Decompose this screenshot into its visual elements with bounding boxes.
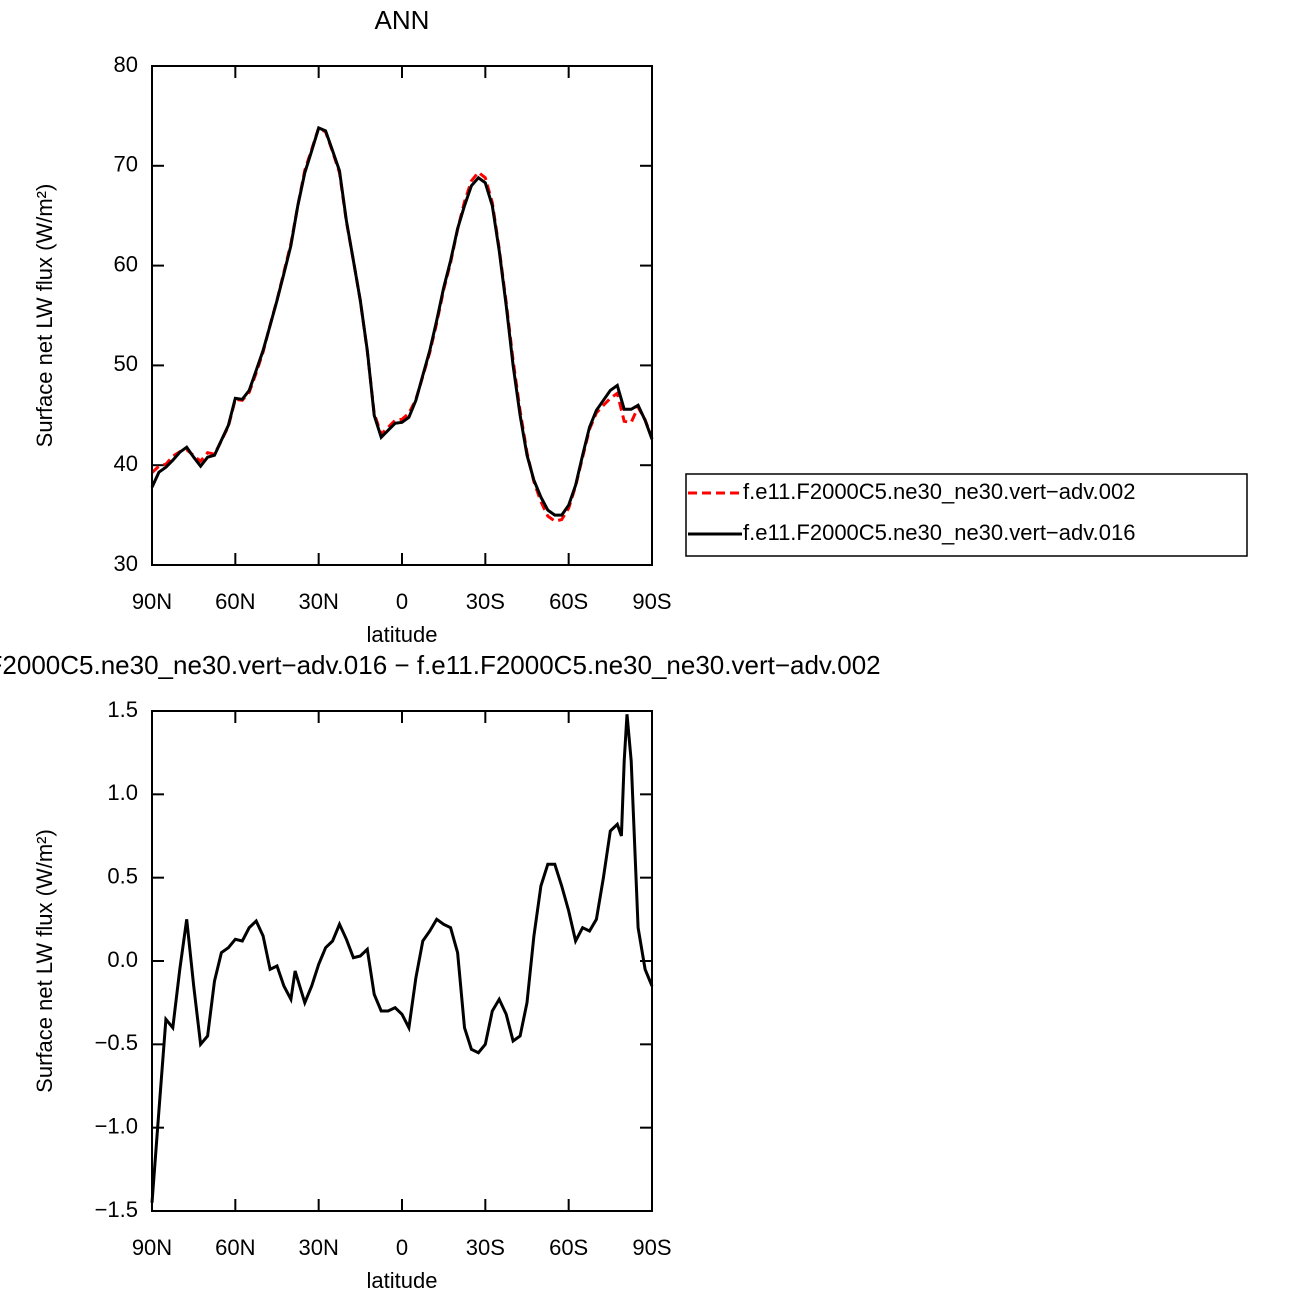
y-tick-label: 50 bbox=[114, 351, 138, 376]
y-tick-label: 30 bbox=[114, 551, 138, 576]
x-axis-label: latitude bbox=[367, 622, 438, 647]
y-tick-label: 70 bbox=[114, 152, 138, 177]
series-line bbox=[150, 125, 654, 523]
x-axis-label: latitude bbox=[367, 1268, 438, 1293]
x-tick-label: 30N bbox=[298, 1235, 338, 1260]
x-tick-label: 90N bbox=[132, 1235, 172, 1260]
x-tick-label: 30S bbox=[466, 589, 505, 614]
x-tick-label: 60S bbox=[549, 1235, 588, 1260]
x-tick-label: 90S bbox=[632, 589, 671, 614]
legend-label: f.e11.F2000C5.ne30_ne30.vert−adv.016 bbox=[743, 520, 1135, 545]
legend-label: f.e11.F2000C5.ne30_ne30.vert−adv.002 bbox=[743, 479, 1135, 504]
y-axis-label: Surface net LW flux (W/m²) bbox=[32, 184, 57, 448]
y-tick-label: 1.0 bbox=[107, 780, 138, 805]
y-axis-label: Surface net LW flux (W/m²) bbox=[32, 829, 57, 1093]
series-line bbox=[150, 125, 654, 517]
x-tick-label: 60N bbox=[215, 1235, 255, 1260]
chart-title: f.e11.F2000C5.ne30_ne30.vert−adv.016 − f… bbox=[0, 650, 881, 680]
y-tick-label: 1.5 bbox=[107, 697, 138, 722]
y-tick-label: −0.5 bbox=[95, 1030, 138, 1055]
legend-box bbox=[685, 473, 1248, 557]
y-tick-label: 80 bbox=[114, 52, 138, 77]
y-tick-label: 0.5 bbox=[107, 863, 138, 888]
x-tick-label: 0 bbox=[396, 1235, 408, 1260]
x-tick-label: 90N bbox=[132, 589, 172, 614]
x-tick-label: 0 bbox=[396, 589, 408, 614]
x-tick-label: 30S bbox=[466, 1235, 505, 1260]
y-tick-label: −1.0 bbox=[95, 1113, 138, 1138]
x-tick-label: 60N bbox=[215, 589, 255, 614]
x-tick-label: 30N bbox=[298, 589, 338, 614]
y-tick-label: 60 bbox=[114, 251, 138, 276]
y-tick-label: −1.5 bbox=[95, 1197, 138, 1222]
series-line bbox=[150, 714, 654, 1203]
chart-title: ANN bbox=[375, 5, 430, 35]
x-tick-label: 60S bbox=[549, 589, 588, 614]
plot-frame bbox=[151, 65, 653, 566]
x-tick-label: 90S bbox=[632, 1235, 671, 1260]
plot-frame bbox=[151, 710, 653, 1212]
y-tick-label: 0.0 bbox=[107, 947, 138, 972]
y-tick-label: 40 bbox=[114, 451, 138, 476]
